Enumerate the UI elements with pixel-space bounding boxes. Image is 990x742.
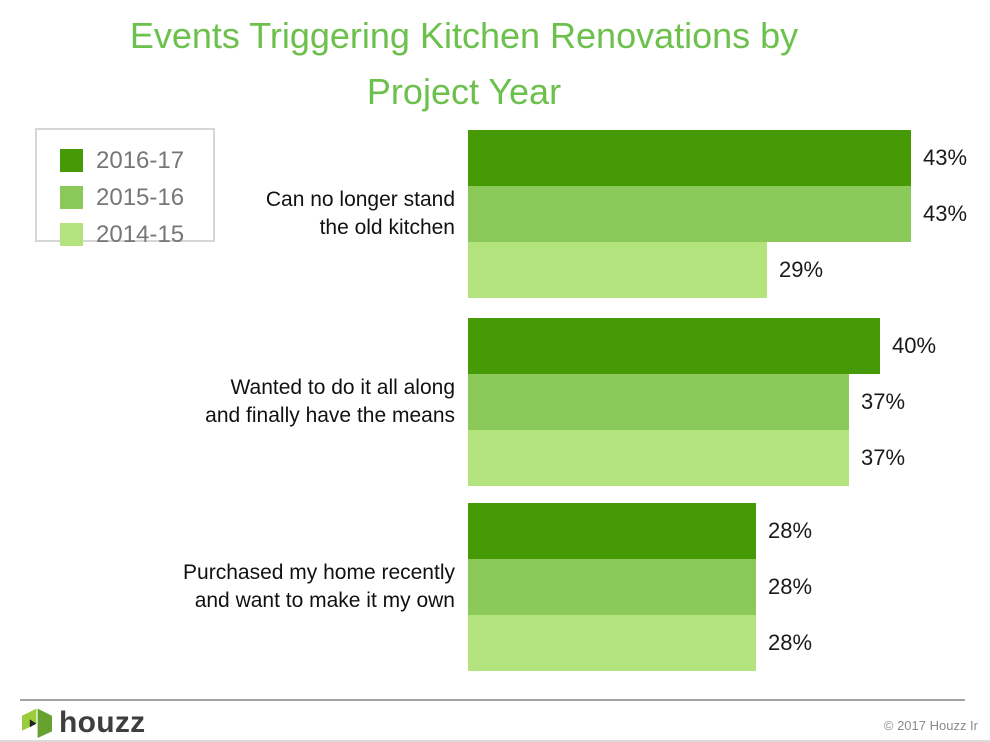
houzz-logo-icon (22, 708, 52, 738)
legend-label: 2015-16 (96, 183, 185, 211)
bar-2016-17-group2 (468, 318, 880, 374)
bar-2014-15-group2 (468, 430, 849, 486)
legend-swatch (60, 149, 83, 172)
bar-2014-15-group1 (468, 242, 767, 298)
legend-swatch (60, 223, 83, 246)
value-label: 28% (768, 574, 813, 599)
category-label: Can no longer stand the old kitchen (265, 188, 455, 239)
value-label: 28% (768, 630, 813, 655)
chart-title-line1: Events Triggering Kitchen Renovations by (129, 15, 799, 56)
bar-2016-17-group1 (468, 130, 911, 186)
legend-label: 2016-17 (96, 146, 185, 174)
value-label: 43% (923, 201, 968, 226)
bar-2015-16-group1 (468, 186, 911, 242)
legend-item-2016-17: 2016-17 (60, 142, 213, 179)
value-label: 28% (768, 518, 813, 543)
value-label: 29% (779, 257, 824, 282)
bar-2016-17-group3 (468, 503, 756, 559)
bar-2014-15-group3 (468, 615, 756, 671)
copyright-text: © 2017 Houzz Ir (883, 718, 978, 733)
legend-label: 2014-15 (96, 220, 185, 248)
category-label: Wanted to do it all along and finally ha… (205, 376, 455, 427)
chart-title: Events Triggering Kitchen Renovations by… (0, 8, 928, 120)
legend: 2016-17 2015-16 2014-15 (35, 128, 215, 248)
chart-title-line2: Project Year (366, 71, 562, 112)
slide-bottom-edge (0, 740, 990, 742)
value-label: 37% (861, 445, 906, 470)
value-label: 37% (861, 389, 906, 414)
bar-2015-16-group3 (468, 559, 756, 615)
footer-divider (20, 699, 965, 701)
category-label: Purchased my home recently and want to m… (183, 561, 455, 612)
legend-item-2015-16: 2015-16 (60, 179, 213, 216)
legend-item-2014-15: 2014-15 (60, 216, 213, 253)
legend-swatch (60, 186, 83, 209)
bar-2015-16-group2 (468, 374, 849, 430)
houzz-logo: houzz (22, 705, 145, 741)
value-label: 40% (892, 333, 937, 358)
houzz-wordmark: houzz (59, 706, 146, 739)
value-label: 43% (923, 145, 968, 170)
